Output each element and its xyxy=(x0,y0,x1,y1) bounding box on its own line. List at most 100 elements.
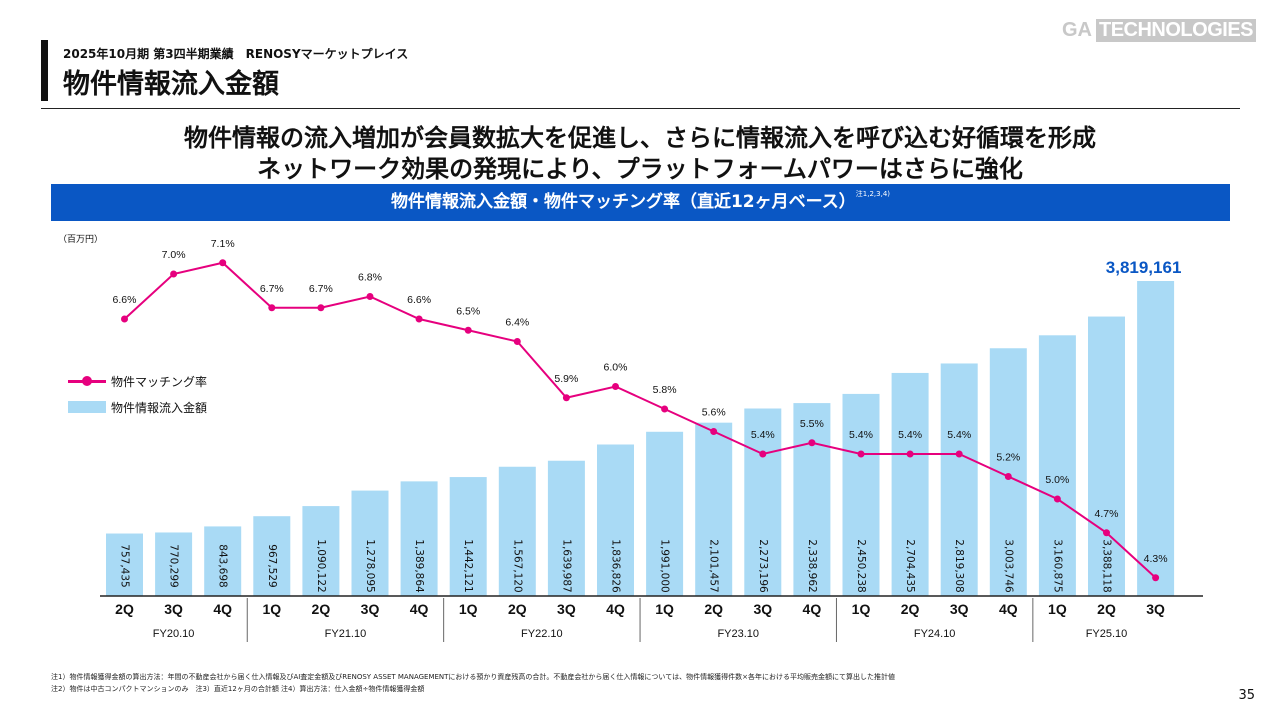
x-tick-label-17: 3Q xyxy=(950,601,969,617)
matching-rate-label-13: 5.4% xyxy=(751,429,775,441)
bar-14 xyxy=(793,403,831,596)
bar-18 xyxy=(989,348,1027,596)
bar-value-label-8: 1,567,120 xyxy=(511,539,523,592)
matching-rate-point-20 xyxy=(1103,529,1110,537)
bar-16 xyxy=(891,372,929,596)
bar-20 xyxy=(1088,316,1125,596)
x-tick-label-1: 3Q xyxy=(164,601,183,617)
bar-7 xyxy=(449,477,487,596)
matching-rate-label-11: 5.8% xyxy=(653,384,677,396)
legend-dot-swatch xyxy=(82,376,92,386)
x-tick-label-7: 1Q xyxy=(459,601,478,617)
bar-6 xyxy=(400,481,438,596)
company-logo: GA TECHNOLOGIES xyxy=(1062,19,1256,42)
x-tick-label-15: 1Q xyxy=(852,601,871,617)
bar-2 xyxy=(204,526,242,596)
bar-17 xyxy=(940,363,978,596)
matching-rate-label-8: 6.4% xyxy=(505,317,529,329)
bar-value-label-13: 2,273,196 xyxy=(757,539,769,593)
bar-value-label-20: 3,388,118 xyxy=(1101,539,1113,592)
matching-rate-label-10: 6.0% xyxy=(604,362,628,374)
logo-ga-text: GA xyxy=(1061,19,1092,41)
bar-value-label-11: 1,991,000 xyxy=(659,539,671,592)
bar-value-label-19: 3,160,875 xyxy=(1051,539,1063,592)
bar-value-label-9: 1,639,987 xyxy=(560,539,572,592)
matching-rate-point-17 xyxy=(955,450,963,458)
page-supertitle: 2025年10月期 第3四半期業績 RENOSYマーケットプレイス xyxy=(63,47,409,61)
matching-rate-line xyxy=(123,261,1157,579)
matching-rate-point-21 xyxy=(1152,574,1160,582)
matching-rate-point-1 xyxy=(170,270,178,278)
bar-value-label-3: 967,529 xyxy=(266,544,278,587)
bar-1 xyxy=(155,532,193,596)
fiscal-year-label-0: FY20.10 xyxy=(153,628,195,640)
x-tick-label-3: 1Q xyxy=(262,601,281,617)
logo-technologies-text: TECHNOLOGIES xyxy=(1095,19,1256,42)
bar-11 xyxy=(646,431,684,596)
matching-rate-label-16: 5.4% xyxy=(898,429,922,441)
bar-13 xyxy=(744,408,782,596)
bar-value-label-17: 2,819,308 xyxy=(953,539,965,592)
bar-10 xyxy=(597,444,634,596)
bar-value-label-12: 2,101,457 xyxy=(708,539,720,592)
x-tick-label-10: 4Q xyxy=(606,601,625,617)
bar-19 xyxy=(1038,335,1076,596)
bar-value-label-7: 1,442,121 xyxy=(462,539,474,592)
matching-rate-point-15 xyxy=(857,450,865,458)
matching-rate-point-8 xyxy=(513,338,521,345)
matching-rate-point-3 xyxy=(268,304,276,312)
bar-value-label-14: 2,338,962 xyxy=(806,539,818,592)
matching-rate-label-19: 5.0% xyxy=(1045,474,1069,486)
bar-3 xyxy=(253,516,291,596)
x-tick-label-8: 2Q xyxy=(508,601,527,617)
matching-rate-label-21: 4.3% xyxy=(1144,553,1168,565)
matching-rate-label-12: 5.6% xyxy=(702,407,726,419)
fiscal-year-label-3: FY23.10 xyxy=(717,628,759,640)
bar-value-label-0: 757,435 xyxy=(119,544,131,587)
bar-0 xyxy=(106,533,143,596)
matching-rate-label-20: 4.7% xyxy=(1095,508,1119,520)
chart-banner: 物件情報流入金額・物件マッチング率（直近12ヶ月ベース）注1,2,3,4) xyxy=(51,184,1230,221)
matching-rate-label-4: 6.7% xyxy=(309,283,333,295)
page-title: 物件情報流入金額 xyxy=(63,69,279,100)
unit-label: （百万円） xyxy=(58,235,104,245)
matching-rate-point-16 xyxy=(906,450,914,458)
matching-rate-point-0 xyxy=(121,315,128,323)
fiscal-year-label-2: FY22.10 xyxy=(521,628,563,640)
matching-rate-point-13 xyxy=(759,450,767,458)
matching-rate-label-9: 5.9% xyxy=(554,373,578,385)
bar-value-label-16: 2,704,435 xyxy=(904,539,916,592)
matching-rate-point-19 xyxy=(1053,495,1061,503)
bar-21 xyxy=(1137,281,1175,596)
bar-9 xyxy=(547,460,585,596)
matching-rate-label-17: 5.4% xyxy=(947,429,971,441)
bar-8 xyxy=(498,466,536,596)
matching-rate-point-12 xyxy=(710,428,718,435)
page-number: 35 xyxy=(1238,688,1255,703)
bar-value-label-6: 1,389,864 xyxy=(413,539,425,593)
legend-label-matching-rate: 物件マッチング率 xyxy=(111,375,208,389)
bar-value-label-18: 3,003,746 xyxy=(1002,539,1014,593)
bar-4 xyxy=(302,506,340,596)
bar-value-label-5: 1,278,095 xyxy=(364,539,376,592)
matching-rate-label-3: 6.7% xyxy=(260,283,284,295)
matching-rate-label-18: 5.2% xyxy=(996,452,1020,464)
matching-rate-point-2 xyxy=(219,259,227,267)
matching-rate-label-7: 6.5% xyxy=(456,305,480,317)
legend-label-inflow-amount: 物件情報流入金額 xyxy=(111,401,208,415)
bar-value-label-15: 2,450,238 xyxy=(855,539,867,592)
x-tick-label-12: 2Q xyxy=(704,601,723,617)
x-tick-label-14: 4Q xyxy=(803,601,822,617)
x-tick-label-20: 2Q xyxy=(1097,601,1116,617)
matching-rate-point-6 xyxy=(415,315,423,323)
matching-rate-point-11 xyxy=(661,405,669,413)
bar-value-label-10: 1,836,826 xyxy=(610,539,622,593)
title-accent-bar xyxy=(41,40,48,101)
headline-line-1: 物件情報の流入増加が会員数拡大を促進し、さらに情報流入を呼び込む好循環を形成 xyxy=(184,124,1096,152)
x-tick-label-19: 1Q xyxy=(1048,601,1067,617)
x-tick-label-18: 4Q xyxy=(999,601,1018,617)
fiscal-year-label-4: FY24.10 xyxy=(914,628,956,640)
matching-rate-point-10 xyxy=(612,383,619,390)
x-tick-label-11: 1Q xyxy=(655,601,674,617)
matching-rate-label-0: 6.6% xyxy=(113,294,137,306)
